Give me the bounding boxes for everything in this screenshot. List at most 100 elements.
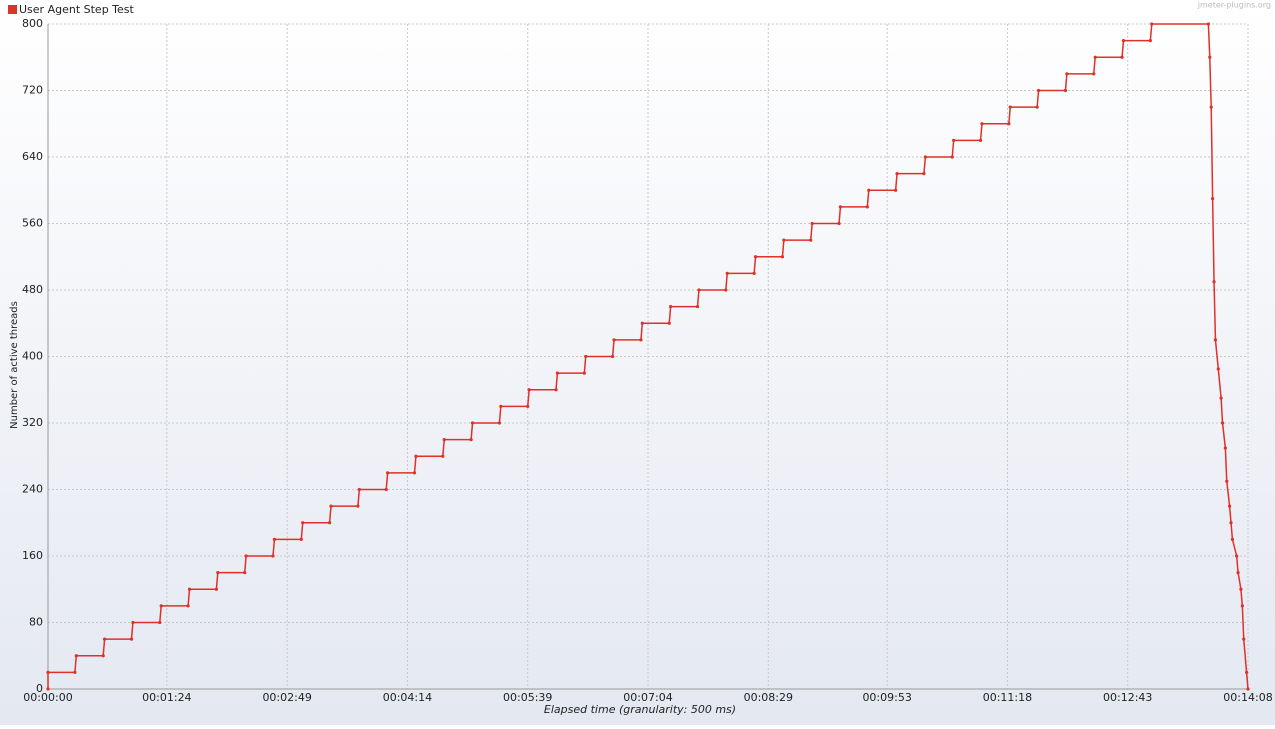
data-point bbox=[867, 188, 871, 192]
data-point bbox=[328, 521, 332, 525]
data-point bbox=[1246, 687, 1250, 691]
data-point bbox=[412, 471, 417, 475]
data-point bbox=[1208, 55, 1212, 59]
data-point bbox=[1008, 105, 1012, 109]
data-point bbox=[1223, 446, 1227, 450]
data-point bbox=[923, 155, 927, 159]
x-tick-label: 00:14:08 bbox=[1223, 691, 1272, 704]
data-point bbox=[1235, 554, 1239, 558]
x-tick-label: 00:12:43 bbox=[1103, 691, 1152, 704]
data-point bbox=[384, 487, 388, 492]
y-tick-label: 320 bbox=[22, 416, 43, 429]
legend-swatch bbox=[8, 5, 17, 14]
data-point bbox=[554, 388, 558, 392]
data-point bbox=[894, 188, 898, 192]
data-point bbox=[499, 404, 503, 408]
data-point bbox=[612, 338, 616, 342]
y-tick-label: 0 bbox=[36, 682, 43, 695]
y-tick-label: 720 bbox=[22, 84, 43, 97]
data-point bbox=[725, 271, 729, 275]
data-point bbox=[1093, 55, 1097, 59]
data-point bbox=[470, 421, 475, 425]
data-point bbox=[1230, 537, 1235, 541]
data-point bbox=[780, 255, 785, 259]
data-point bbox=[74, 654, 78, 658]
data-point bbox=[1148, 39, 1152, 43]
data-point bbox=[1236, 571, 1240, 575]
data-point bbox=[980, 122, 984, 126]
y-tick-label: 400 bbox=[22, 350, 43, 363]
data-point bbox=[244, 554, 248, 558]
data-point bbox=[526, 404, 530, 408]
data-point bbox=[640, 321, 644, 325]
data-point bbox=[469, 438, 473, 442]
data-point bbox=[639, 338, 643, 342]
data-point bbox=[356, 504, 360, 508]
data-point bbox=[357, 487, 361, 492]
data-point bbox=[1209, 105, 1213, 109]
data-point bbox=[73, 670, 77, 674]
data-point bbox=[697, 288, 701, 292]
data-point bbox=[584, 354, 588, 359]
y-tick-label: 560 bbox=[22, 217, 43, 230]
data-point bbox=[243, 571, 247, 575]
data-point bbox=[1120, 55, 1124, 59]
data-point bbox=[1213, 338, 1218, 342]
data-point bbox=[186, 604, 190, 608]
data-point bbox=[1228, 504, 1232, 508]
data-point bbox=[442, 438, 446, 442]
data-point bbox=[837, 221, 841, 226]
x-tick-label: 00:08:29 bbox=[744, 691, 793, 704]
x-axis-label: Elapsed time (granularity: 500 ms) bbox=[544, 703, 736, 716]
y-tick-label: 160 bbox=[22, 549, 43, 562]
data-point bbox=[978, 138, 983, 142]
data-point bbox=[497, 421, 502, 425]
data-point bbox=[1150, 22, 1154, 26]
data-point bbox=[299, 537, 303, 541]
data-point bbox=[865, 205, 869, 209]
data-point bbox=[669, 305, 673, 309]
data-point bbox=[838, 205, 843, 209]
y-tick-label: 640 bbox=[22, 150, 43, 163]
data-point bbox=[101, 654, 105, 658]
data-point bbox=[1240, 604, 1244, 608]
data-point bbox=[272, 537, 277, 541]
x-tick-label: 00:01:24 bbox=[142, 691, 191, 704]
data-point bbox=[1007, 122, 1011, 126]
data-point bbox=[667, 321, 671, 325]
y-tick-label: 800 bbox=[22, 17, 43, 30]
data-point bbox=[922, 172, 926, 176]
x-tick-label: 00:09:53 bbox=[862, 691, 911, 704]
data-point bbox=[695, 305, 700, 309]
data-point bbox=[1121, 39, 1126, 43]
data-point bbox=[46, 687, 50, 691]
x-tick-label: 00:00:00 bbox=[23, 691, 72, 704]
data-point bbox=[214, 587, 218, 591]
data-point bbox=[1063, 88, 1068, 93]
data-point bbox=[1216, 367, 1220, 371]
y-tick-label: 480 bbox=[22, 283, 43, 296]
data-point bbox=[782, 238, 786, 242]
data-point bbox=[441, 454, 445, 458]
data-point bbox=[129, 637, 134, 641]
data-point bbox=[611, 354, 615, 359]
y-tick-label: 240 bbox=[22, 483, 43, 496]
data-point bbox=[582, 371, 586, 375]
data-point bbox=[187, 587, 192, 591]
x-tick-label: 00:11:18 bbox=[983, 691, 1032, 704]
data-point bbox=[414, 454, 418, 458]
data-point bbox=[527, 388, 531, 392]
data-point bbox=[159, 604, 163, 608]
data-point bbox=[103, 637, 107, 641]
data-point bbox=[1219, 396, 1223, 400]
data-point bbox=[329, 504, 333, 508]
data-point bbox=[950, 155, 954, 159]
data-point bbox=[1212, 280, 1216, 284]
data-point bbox=[1211, 196, 1215, 201]
data-point bbox=[752, 271, 756, 275]
data-point bbox=[1220, 421, 1225, 425]
data-point bbox=[158, 620, 162, 625]
data-point bbox=[1239, 587, 1243, 591]
